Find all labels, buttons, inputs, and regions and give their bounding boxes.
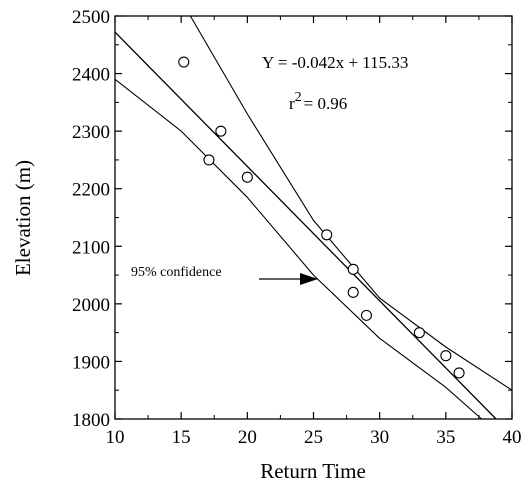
data-point [321,229,333,241]
x-tick-label: 25 [304,427,323,448]
x-tick-label: 35 [436,427,455,448]
confidence-arrow-head [300,273,318,285]
y-tick-label: 2300 [72,122,110,143]
plot-frame [114,15,513,420]
y-tick-label: 2400 [72,65,110,86]
confidence-upper-band [189,15,513,391]
y-tick-label: 2000 [72,295,110,316]
confidence-label: 95% confidence [131,265,222,280]
data-point [440,350,452,362]
r-squared-value: = 0.96 [304,94,348,113]
y-tick-label: 2100 [72,237,110,258]
regression-fit-line [114,31,497,420]
data-point [347,286,359,298]
x-tick-label: 40 [503,427,522,448]
y-tick-label: 2500 [72,7,110,28]
data-point [178,56,190,68]
r-squared-superscript: 2 [295,90,302,105]
data-point [203,154,215,166]
x-tick-label: 20 [238,427,257,448]
data-point [215,125,227,137]
axis-ticks [114,15,513,420]
confidence-lower-band [114,78,482,420]
r-squared-base: r [289,94,295,113]
y-tick-label: 1800 [72,410,110,431]
data-point [241,171,253,183]
data-point [413,327,425,339]
data-point [347,263,359,275]
x-tick-label: 10 [106,427,125,448]
x-axis-title: Return Time [260,459,366,483]
x-tick-label: 15 [172,427,191,448]
data-point [453,367,465,379]
regression-lines [114,15,513,420]
x-tick-labels: 10 15 20 25 30 35 40 [106,427,522,448]
y-tick-label: 1900 [72,352,110,373]
y-axis-title: Elevation (m) [11,160,35,276]
data-points [178,56,465,379]
data-point [360,309,372,321]
x-tick-label: 30 [370,427,389,448]
equation-annotation: Y = -0.042x + 115.33 [262,53,408,72]
r-squared-annotation: r2 = 0.96 [289,90,347,113]
y-tick-label: 2200 [72,180,110,201]
y-tick-labels: 1800 1900 2000 2100 2200 2300 2400 2500 [72,7,110,431]
